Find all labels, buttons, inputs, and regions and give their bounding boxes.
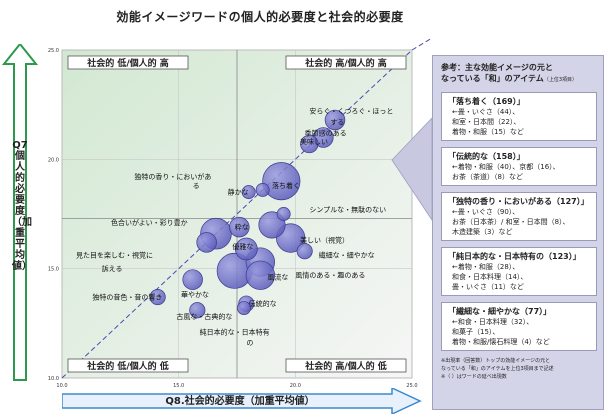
bubble-point bbox=[262, 162, 301, 201]
point-label: 季節感のある bbox=[305, 128, 347, 137]
point-label: 独特の音色・音の響き bbox=[92, 292, 162, 301]
x-axis-arrow bbox=[62, 388, 422, 414]
reference-card-line: ←着物・和服（28）、 bbox=[452, 263, 520, 271]
point-label: 色合いがよい・彩り豊か bbox=[111, 218, 188, 227]
point-label: シンプルな・無駄のない bbox=[309, 205, 386, 214]
x-axis-label: Q8.社会的必要度（加重平均値） bbox=[165, 396, 315, 407]
bubble-point bbox=[189, 302, 206, 319]
reference-card: 「独特の香り・においがある（127）」 ←畳・いぐさ（90）、お茶（日本茶）/ 和… bbox=[441, 192, 597, 241]
quadrant-bottom-right-box bbox=[285, 358, 407, 373]
reference-card-line: ←和食・日本料理（32）、 bbox=[452, 318, 534, 326]
point-label: 華やかな bbox=[181, 290, 209, 299]
quadrant-top-right-label: 社会的 高/個人的 高 bbox=[304, 57, 387, 69]
reference-card: 「伝統的な（158）」 ←着物・和服（40）、京都（16）、 お茶（茶道）（8）など bbox=[441, 147, 597, 186]
bubble-point bbox=[300, 134, 319, 154]
reference-card-head: 「繊細な・細やかな（77）」 bbox=[448, 307, 552, 316]
y-axis-label: Q7 個人的必要度（加重平均値） bbox=[12, 140, 32, 272]
point-label: する bbox=[330, 118, 344, 126]
reference-card-line: 和菓子（15）、 bbox=[452, 328, 500, 336]
reference-card-line: 着物・和服/懐石料理（4）など bbox=[452, 338, 550, 346]
reference-card-line: お茶（茶道）（8）など bbox=[452, 173, 523, 181]
reference-card-line: ←畳・いぐさ（44）、 bbox=[452, 108, 520, 116]
bubble-point bbox=[182, 269, 203, 290]
point-label: 美しい（視覚） bbox=[300, 235, 349, 244]
point-label: 静かな bbox=[228, 187, 249, 196]
y-axis-arrow bbox=[2, 44, 38, 381]
reference-card-line: 木造建築（3）など bbox=[452, 228, 513, 236]
reference-card-line: 畳・いぐさ（11）など bbox=[452, 283, 524, 291]
quadrant-top-right-box bbox=[285, 55, 407, 70]
x-tick-label: 15.0 bbox=[173, 383, 184, 389]
y-tick-label: 20.0 bbox=[48, 157, 59, 163]
reference-card-line: ←着物・和服（40）、京都（16）、 bbox=[452, 163, 560, 171]
point-label: 風情のある・趣のある bbox=[295, 270, 365, 279]
point-label: 落ち着く bbox=[272, 181, 300, 190]
point-label: 美味しい bbox=[300, 137, 328, 146]
point-label: 優雅な bbox=[232, 242, 253, 251]
point-label: 伝統的な bbox=[249, 299, 277, 308]
y-tick-label: 10.0 bbox=[48, 376, 59, 382]
bubble-point bbox=[237, 301, 251, 315]
bubble-point bbox=[296, 243, 313, 260]
reference-card: 「落ち着く（169）」 ←畳・いぐさ（44）、 和室・日本間（22）、 着物・和服（1… bbox=[441, 92, 597, 141]
bubble-point bbox=[234, 237, 258, 261]
reference-card-head: 「落ち着く（169）」 bbox=[448, 97, 525, 106]
reference-card: 「純日本的な・日本特有の（123）」 ←着物・和服（28）、 和食・日本料理（14）… bbox=[441, 247, 597, 296]
reference-panel: 参考：主な効能イメージの元と なっている「和」のアイテム（上位3項目） 「落ち着… bbox=[432, 55, 604, 410]
chart-title: 効能イメージワードの個人的必要度と社会的必要度 bbox=[116, 10, 404, 24]
reference-card-line: 和室・日本間（22）、 bbox=[452, 118, 521, 126]
diagonal-extension bbox=[411, 37, 433, 51]
x-tick-label: 20.0 bbox=[290, 383, 301, 389]
reference-card: 「繊細な・細やかな（77）」 ←和食・日本料理（32）、 和菓子（15）、着物・和服… bbox=[441, 302, 597, 351]
point-label: 古風な・古典的な bbox=[176, 312, 232, 321]
bubble-point bbox=[241, 185, 256, 200]
y-tick-label: 15.0 bbox=[48, 267, 59, 273]
quadrant-top-left-label: 社会的 低/個人的 高 bbox=[86, 57, 169, 69]
reference-card-line: お茶（日本茶）/ 和室・日本間（8）、 bbox=[452, 218, 570, 226]
quadrant-bottom-left-box bbox=[67, 358, 189, 373]
quadrant-top-left-box bbox=[67, 55, 189, 70]
x-tick-label: 10.0 bbox=[56, 383, 67, 389]
reference-card-line: 着物・和服（15）など bbox=[452, 128, 524, 136]
point-label: 風流な bbox=[267, 273, 288, 282]
point-label: 粋な bbox=[235, 222, 249, 231]
bubble-point bbox=[255, 182, 270, 197]
bubble-point bbox=[276, 207, 291, 221]
bubble-point bbox=[324, 109, 346, 131]
reference-card-line: 和食・日本料理（14）、 bbox=[452, 273, 528, 281]
reference-card-line: ←畳・いぐさ（90）、 bbox=[452, 208, 520, 216]
point-label: 繊細な・細やかな bbox=[319, 251, 375, 260]
point-label: の bbox=[246, 339, 253, 347]
point-label: 独特の香り・においがあ bbox=[134, 172, 211, 181]
point-label: 見た目を楽しむ・視覚に bbox=[76, 251, 153, 260]
point-label: 純日本的な・日本特有 bbox=[200, 327, 270, 336]
point-label: 安らぐ・くつろぐ・ほっと bbox=[309, 106, 393, 115]
x-tick-label: 25.0 bbox=[406, 383, 417, 389]
bubble-point bbox=[229, 216, 250, 238]
quadrant-bottom-right-label: 社会的 高/個人的 低 bbox=[304, 360, 387, 372]
reference-note: ※出現率（回答数）トップの効能イメージの元と なっている「和」のアイテムを上位3… bbox=[441, 358, 554, 380]
reference-title: 参考：主な効能イメージの元と なっている「和」のアイテム（上位3項目） bbox=[441, 63, 577, 83]
bubble-point bbox=[196, 232, 217, 253]
point-label: る bbox=[193, 182, 200, 190]
reference-card-head: 「純日本的な・日本特有の（123）」 bbox=[448, 252, 581, 261]
y-tick-label: 25.0 bbox=[48, 48, 59, 54]
quadrant-bottom-left-label: 社会的 低/個人的 低 bbox=[86, 360, 169, 372]
reference-card-head: 「独特の香り・においがある（127）」 bbox=[448, 197, 589, 206]
bubble-point bbox=[245, 260, 275, 290]
point-label: 訴える bbox=[102, 264, 123, 273]
reference-card-head: 「伝統的な（158）」 bbox=[448, 152, 525, 161]
bubble-point bbox=[149, 289, 166, 306]
